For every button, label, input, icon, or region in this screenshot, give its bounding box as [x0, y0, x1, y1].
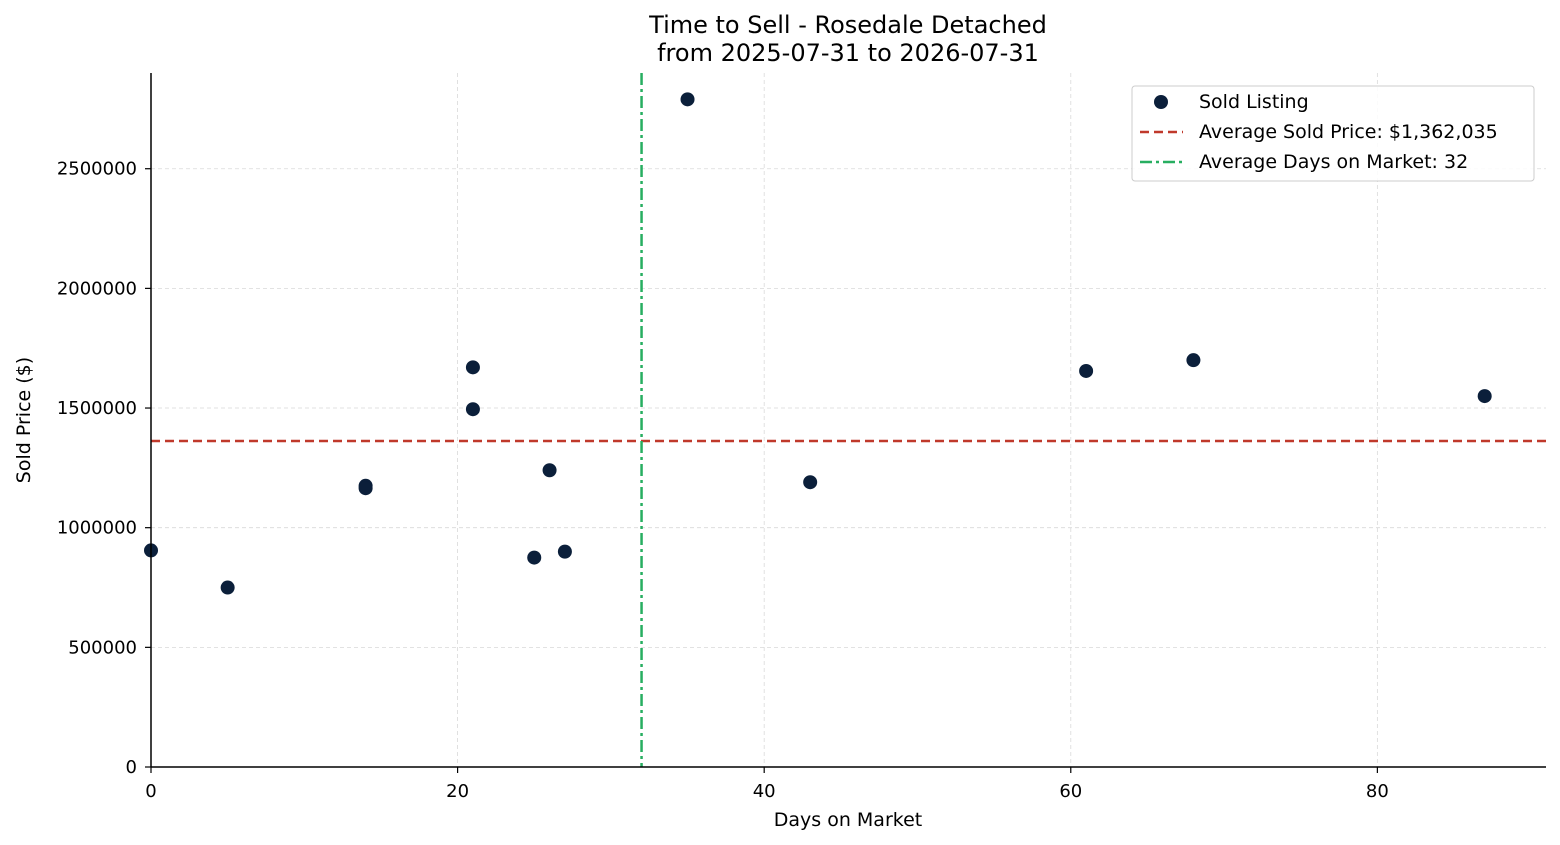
legend-label-average-price: Average Sold Price: $1,362,035	[1199, 121, 1498, 143]
legend: Sold Listing Average Sold Price: $1,362,…	[1131, 85, 1535, 182]
x-tick-label: 40	[753, 781, 776, 802]
x-ticks: 0 20 40 60 80	[145, 767, 1389, 802]
data-points	[144, 92, 1492, 595]
y-tick-label: 1500000	[57, 398, 137, 419]
x-tick-label: 0	[145, 781, 156, 802]
legend-box	[1131, 85, 1535, 182]
y-ticks: 0 500000 1000000 1500000 2000000 2500000	[57, 159, 151, 778]
data-point	[680, 92, 695, 107]
y-tick-label: 500000	[68, 637, 137, 658]
legend-label-average-days: Average Days on Market: 32	[1199, 151, 1468, 173]
y-tick-label: 2000000	[57, 278, 137, 299]
x-tick-label: 60	[1059, 781, 1082, 802]
data-point	[1477, 389, 1492, 404]
data-point	[557, 544, 572, 559]
x-tick-label: 20	[446, 781, 469, 802]
data-point	[1186, 353, 1201, 368]
data-point	[358, 481, 373, 496]
data-point	[220, 580, 235, 595]
legend-marker-sold-listing	[1154, 95, 1168, 109]
y-tick-label: 0	[126, 757, 137, 778]
data-point	[542, 463, 557, 478]
y-tick-label: 2500000	[57, 159, 137, 180]
data-point	[527, 550, 542, 565]
y-axis-label: Sold Price ($)	[13, 357, 35, 483]
reference-lines	[151, 73, 1546, 767]
data-point	[465, 360, 480, 375]
x-axis-label: Days on Market	[774, 809, 922, 831]
legend-label-sold-listing: Sold Listing	[1199, 91, 1309, 113]
chart-subtitle: from 2025-07-31 to 2026-07-31	[657, 39, 1039, 67]
x-tick-label: 80	[1366, 781, 1389, 802]
data-point	[465, 402, 480, 417]
data-point	[803, 475, 818, 490]
chart-title: Time to Sell - Rosedale Detached	[648, 11, 1047, 39]
data-point	[1079, 363, 1094, 378]
y-tick-label: 1000000	[57, 518, 137, 539]
